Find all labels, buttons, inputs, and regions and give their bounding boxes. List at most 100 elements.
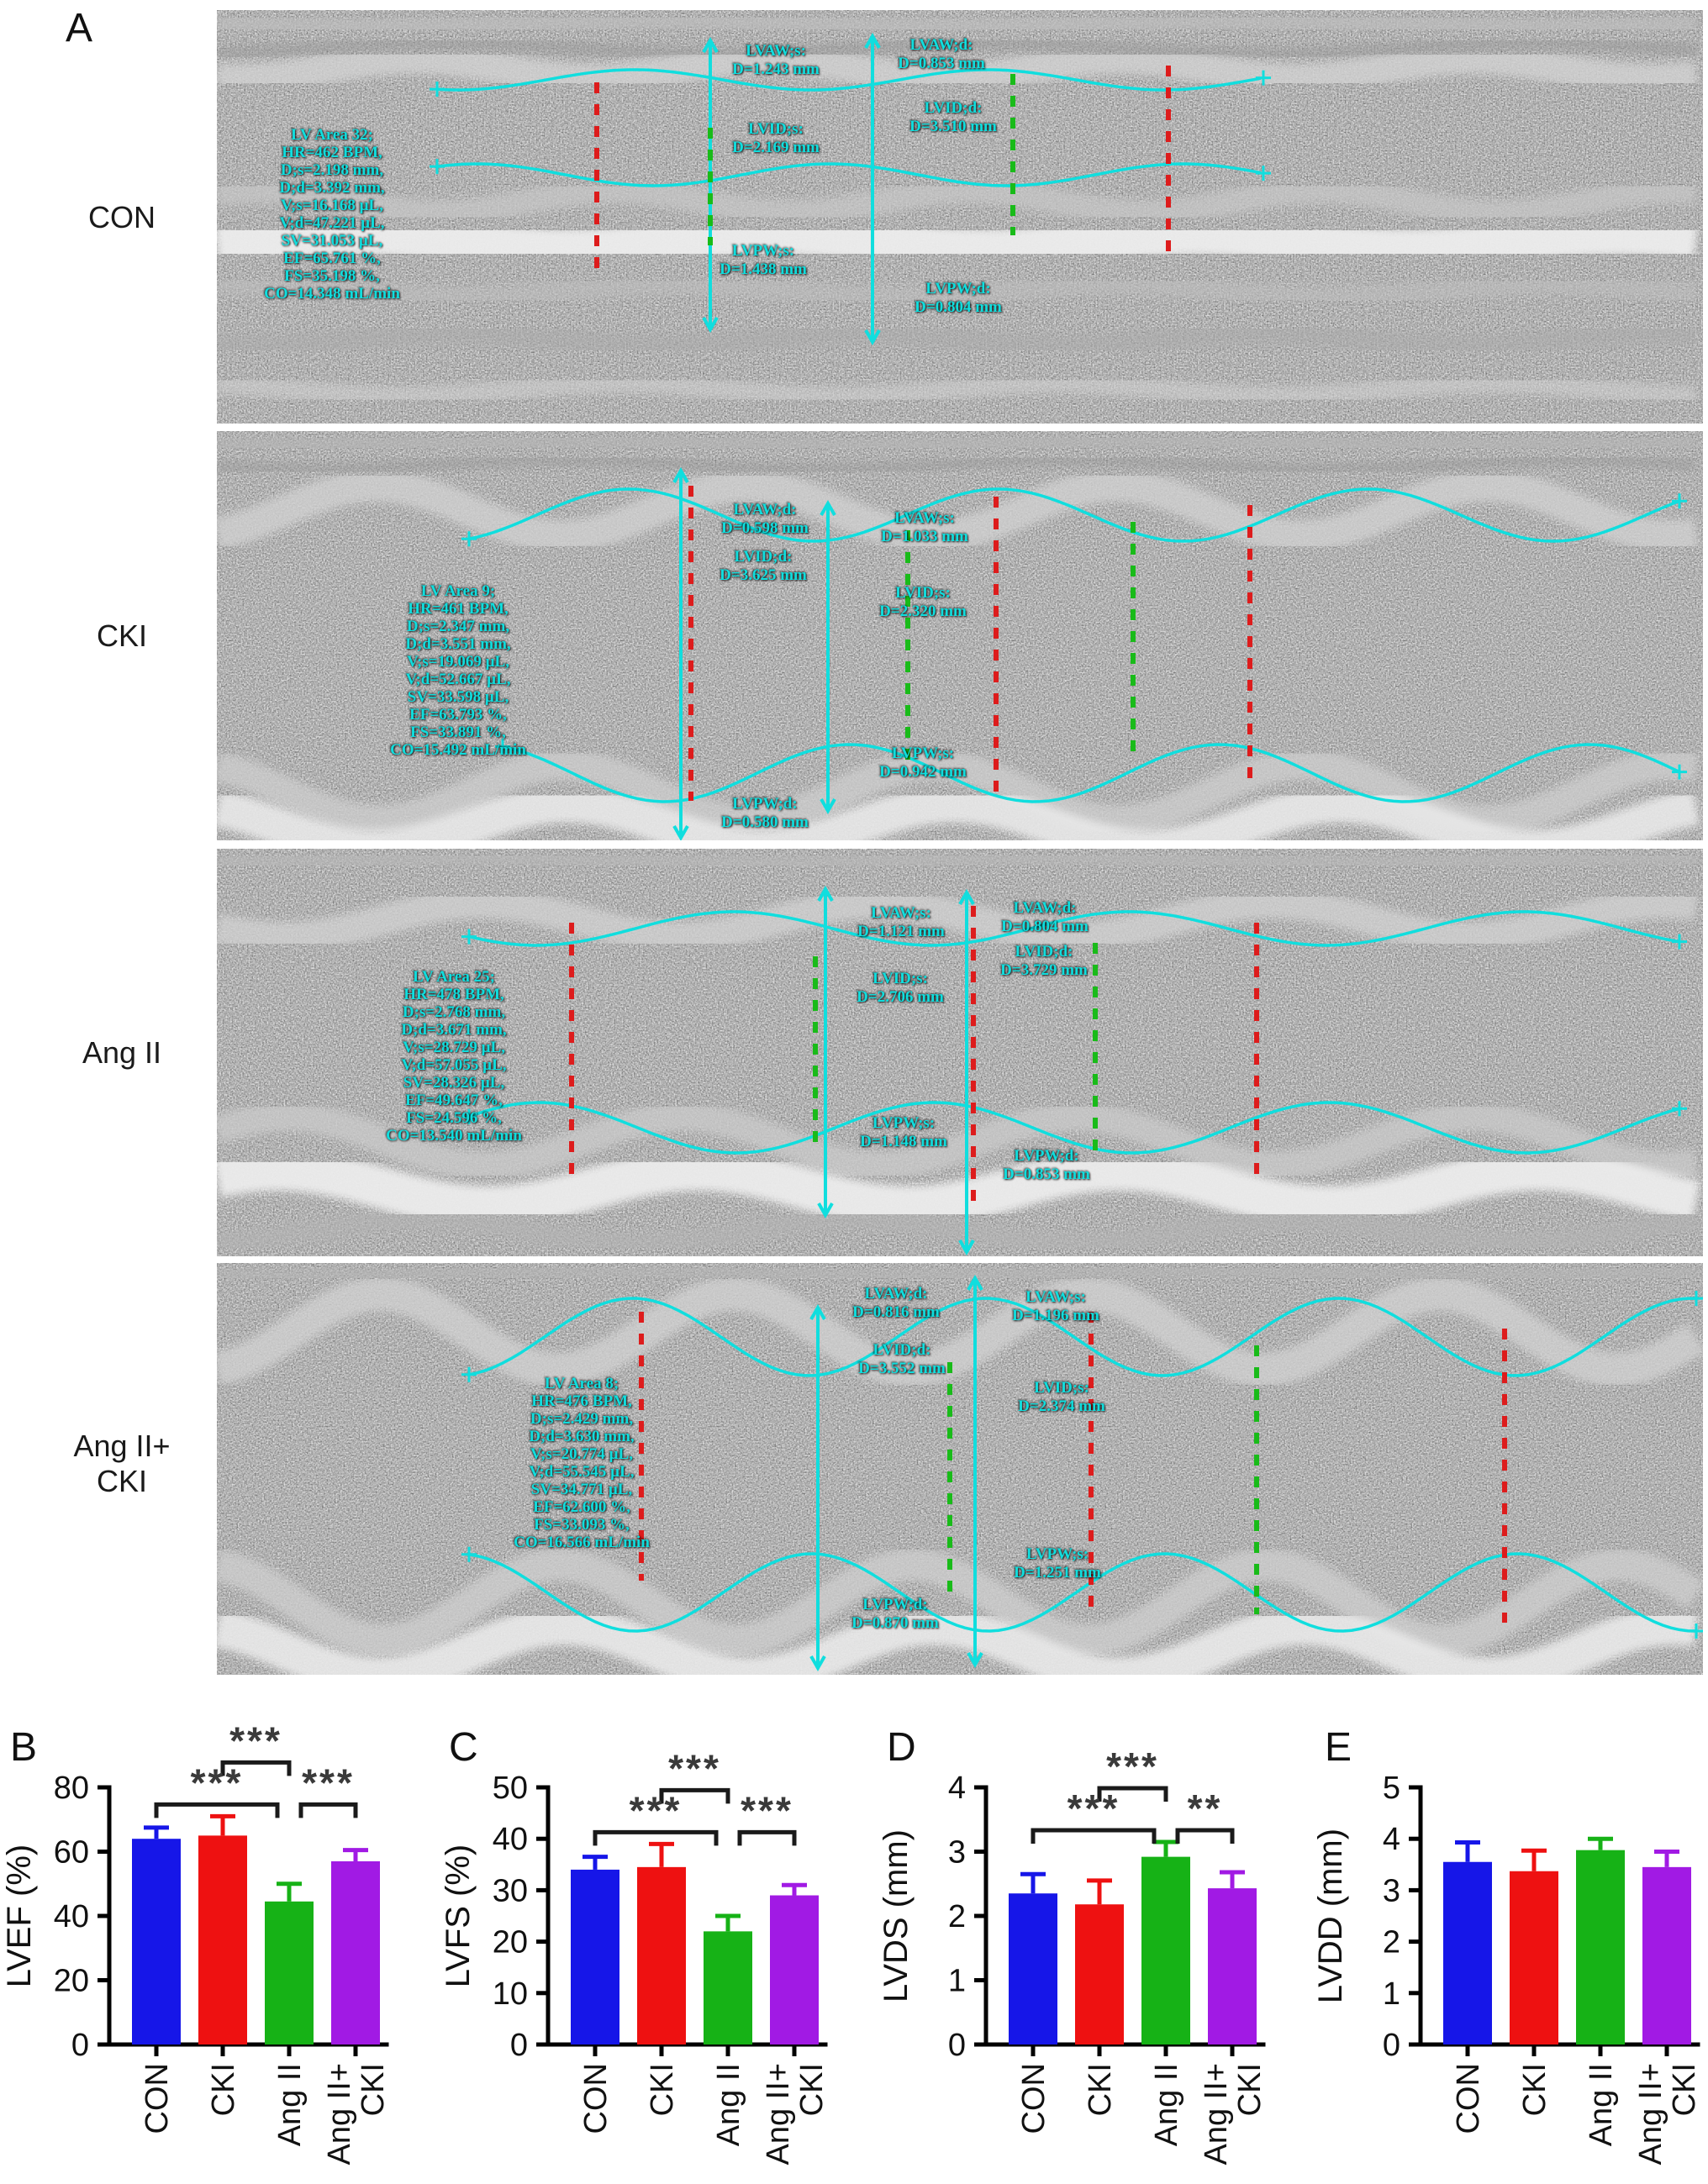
panel-d-letter: D [887,1725,916,1770]
echo-panel-angii: LV Area 25; HR=478 BPM, D;s=2.768 mm, D;… [217,849,1703,1256]
arrow-down-icon [817,1203,834,1219]
y-tick-label: 50 [493,1771,528,1806]
x-tick-label: CKI [794,2063,830,2116]
tissue-band [217,372,1697,408]
y-tick-label: 4 [1383,1822,1400,1857]
significance-stars: *** [1068,1787,1120,1830]
x-tick-label: Ang II+ [1633,2063,1668,2165]
measurement-label: LVAW;d: D=0.816 mm [852,1285,940,1321]
tissue-band [217,273,1698,308]
bar [1642,1866,1691,2045]
echo-panel-cki: LV Area 9; HR=461 BPM, D;s=2.347 mm, D;d… [217,431,1703,840]
measurement-label: LVPW;s: D=0.942 mm [879,745,967,781]
tissue-band [217,10,1697,38]
significance-stars: *** [1106,1745,1159,1788]
y-tick-label: 2 [1383,1925,1400,1960]
echo-panel-angii-cki: LV Area 8; HR=476 BPM, D;s=2.429 mm, D;d… [217,1263,1703,1675]
measurement-label: LVID;d: D=3.552 mm [858,1341,946,1377]
trace-marker [1256,166,1271,182]
wall-trace [502,743,1680,803]
y-tick-label: 2 [948,1899,966,1934]
y-tick-label: 10 [493,1976,528,2012]
y-axis-label: LVFS (%) [440,1845,477,1987]
y-tick-label: 20 [493,1925,528,1960]
y-axis-label: LVDS (mm) [878,1829,915,2002]
trace-marker [1256,70,1271,86]
measurement-label: LVAW;d: D=0.804 mm [1001,899,1089,935]
significance-bracket [298,1802,358,1818]
y-tick-label: 0 [948,2028,966,2063]
tissue-band [217,1148,1700,1229]
wall-trace [468,487,1680,543]
row-label-angii: Ang II [82,1035,162,1070]
y-axis-label: LVDD (mm) [1312,1829,1349,2003]
measurement-label: LVPW;s: D=1.438 mm [720,242,807,278]
y-tick-label: 60 [54,1835,89,1871]
echo-image [217,10,1703,424]
arrow-up-icon [702,36,719,53]
arrow-down-icon [702,317,719,334]
tissue-band [217,454,1697,476]
measurement-label: LVID;s: D=2.706 mm [857,970,944,1006]
x-tick-label: CON [140,2063,175,2134]
arrow-up-icon [809,1303,826,1320]
y-tick-label: 0 [510,2028,528,2063]
wall-trace [436,162,1262,187]
measurement-label: LVAW;s: D=1.243 mm [732,42,820,78]
panel-b-letter: B [10,1725,38,1770]
y-tick-label: 0 [71,2028,89,2063]
echo-panel-con: LV Area 32; HR=462 BPM, D;s=2.198 mm, D;… [217,10,1703,424]
row-label-angii-cki: Ang II+ CKI [73,1429,171,1498]
tissue-band [217,849,1697,872]
measurement-label: LVID;d: D=3.729 mm [1000,943,1088,979]
trace-marker [461,1108,477,1124]
bar [637,1866,686,2045]
measurement-label: LVPW;d: D=0.804 mm [915,280,1002,316]
bar [1141,1856,1190,2045]
panel-a-letter: A [66,6,93,50]
bar [770,1895,819,2045]
trace-marker [1672,934,1687,950]
measurement-label: LVID;s: D=2.374 mm [1018,1379,1105,1415]
x-tick-label: CKI [1232,2063,1268,2116]
trace-marker [430,82,445,97]
chart-lvfs: 0 10 20 30 40 50 LVFS (%) CON CKI Ang II Ang II+ CK… [439,1723,867,2184]
significance-stars: *** [302,1760,355,1804]
trace-marker [1672,764,1687,780]
y-tick-label: 0 [1383,2028,1400,2063]
tissue-band [217,431,1697,455]
significance-bracket [154,1802,280,1818]
trace-marker [495,739,510,755]
significance-bracket [737,1829,797,1846]
bar [1576,1850,1625,2045]
tissue-band [217,1208,1698,1255]
trace-marker [1689,1291,1703,1307]
wall-trace [468,1297,1696,1377]
tissue-band [217,1263,1697,1284]
significance-bracket [659,1787,730,1804]
significance-bracket [1097,1786,1168,1802]
bar [1075,1904,1124,2045]
x-tick-label: CKI [206,2063,241,2116]
measurement-label: LVAW;s: D=1.121 mm [857,904,945,940]
measurement-label: LVID;d: D=3.510 mm [909,99,997,135]
significance-stars: *** [741,1788,793,1832]
measurement-label: LVAW;s: D=1.033 mm [881,509,968,545]
x-tick-label: CON [578,2063,614,2134]
x-tick-label: Ang II [1149,2063,1184,2146]
tissue-band [217,1606,1699,1675]
echo-image [217,431,1703,840]
y-tick-label: 30 [493,1873,528,1908]
bar [1208,1888,1257,2045]
arrow-up-icon [820,499,836,516]
echo-stats: LV Area 25; HR=478 BPM, D;s=2.768 mm, D;… [386,968,522,1145]
y-tick-label: 20 [54,1964,89,1999]
trace-marker [430,159,445,175]
bar [571,1869,619,2045]
x-tick-label: Ang II+ [322,2063,357,2165]
measurement-label: LVPW;d: D=0.580 mm [721,795,809,831]
x-tick-label: Ang II+ [1199,2063,1234,2165]
